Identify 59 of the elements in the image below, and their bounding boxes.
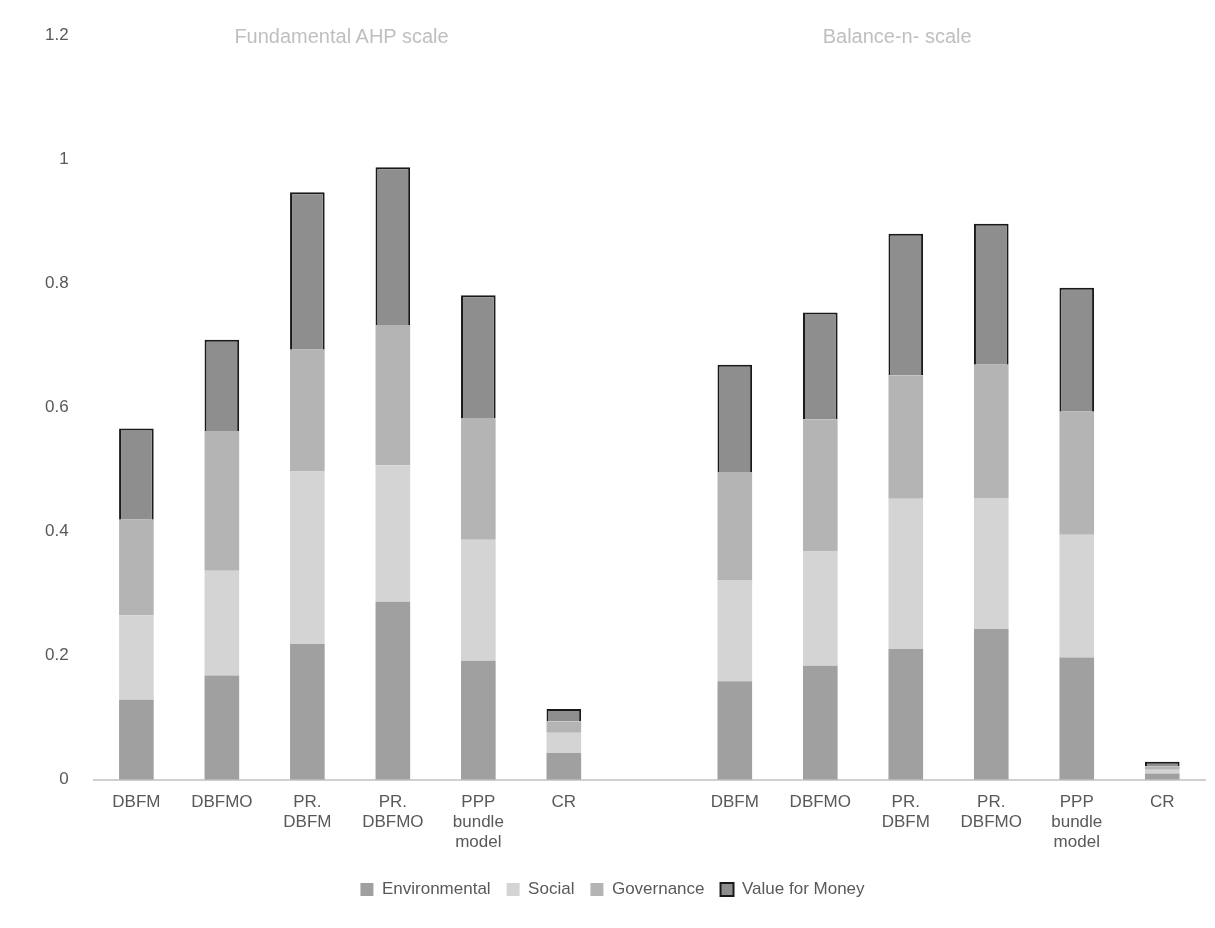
bar bbox=[1059, 411, 1095, 535]
x-tick-label: PPP bundle model bbox=[1051, 791, 1103, 852]
x-tick-label: PR. DBFM bbox=[881, 791, 930, 832]
bar bbox=[973, 364, 1009, 499]
bar bbox=[888, 498, 924, 649]
bar bbox=[290, 349, 325, 472]
bar bbox=[717, 681, 753, 780]
bar bbox=[204, 570, 240, 676]
x-tick-label: DBFMO bbox=[789, 791, 851, 811]
bar bbox=[290, 643, 325, 780]
annotation: Balance-n- scale bbox=[822, 24, 972, 47]
bar bbox=[119, 519, 154, 616]
y-tick-label: 0 bbox=[59, 769, 69, 789]
bar bbox=[717, 472, 753, 580]
annotation: Fundamental AHP scale bbox=[234, 24, 449, 47]
x-tick-label: PR. DBFMO bbox=[960, 791, 1022, 832]
bar bbox=[119, 615, 154, 700]
bar bbox=[1059, 534, 1095, 658]
bar bbox=[461, 660, 496, 780]
bar bbox=[802, 551, 838, 666]
bar bbox=[461, 539, 496, 661]
y-tick-label: 0.2 bbox=[44, 645, 69, 665]
x-tick-label: PR. DBFM bbox=[283, 791, 332, 832]
bar bbox=[888, 375, 924, 499]
x-tick-label: PPP bundle model bbox=[452, 791, 504, 852]
bar bbox=[1144, 769, 1180, 774]
bar bbox=[546, 753, 582, 780]
bar bbox=[1059, 657, 1095, 780]
bar bbox=[461, 418, 496, 540]
legend-label: Environmental bbox=[381, 879, 491, 899]
x-tick-label: CR bbox=[551, 791, 577, 811]
legend-label: Value for Money bbox=[742, 879, 866, 899]
bar bbox=[375, 324, 411, 466]
bar bbox=[375, 465, 411, 602]
bar bbox=[802, 665, 838, 780]
x-tick-label: DBFM bbox=[112, 791, 161, 811]
bar bbox=[119, 699, 154, 780]
x-tick-label: PR. DBFMO bbox=[362, 791, 424, 832]
bar bbox=[204, 431, 240, 571]
bar bbox=[973, 498, 1009, 630]
bar bbox=[375, 601, 411, 780]
bar bbox=[546, 721, 582, 733]
bar bbox=[717, 580, 753, 682]
y-tick-label: 0.4 bbox=[44, 521, 69, 541]
legend-label: Social bbox=[528, 879, 575, 899]
y-tick-label: 0.6 bbox=[44, 397, 69, 417]
x-tick-label: CR bbox=[1149, 791, 1175, 811]
bar bbox=[802, 419, 838, 552]
x-tick-label: DBFM bbox=[710, 791, 759, 811]
y-tick-label: 0.8 bbox=[44, 273, 69, 293]
bar bbox=[290, 471, 325, 644]
y-tick-label: 1 bbox=[59, 148, 69, 168]
x-tick-label: DBFMO bbox=[191, 791, 253, 811]
bar bbox=[888, 648, 924, 780]
bar bbox=[546, 732, 582, 754]
bar bbox=[973, 629, 1009, 780]
bar bbox=[204, 675, 240, 780]
y-tick-label: 1.2 bbox=[44, 24, 69, 44]
legend-label: Governance bbox=[611, 879, 705, 899]
